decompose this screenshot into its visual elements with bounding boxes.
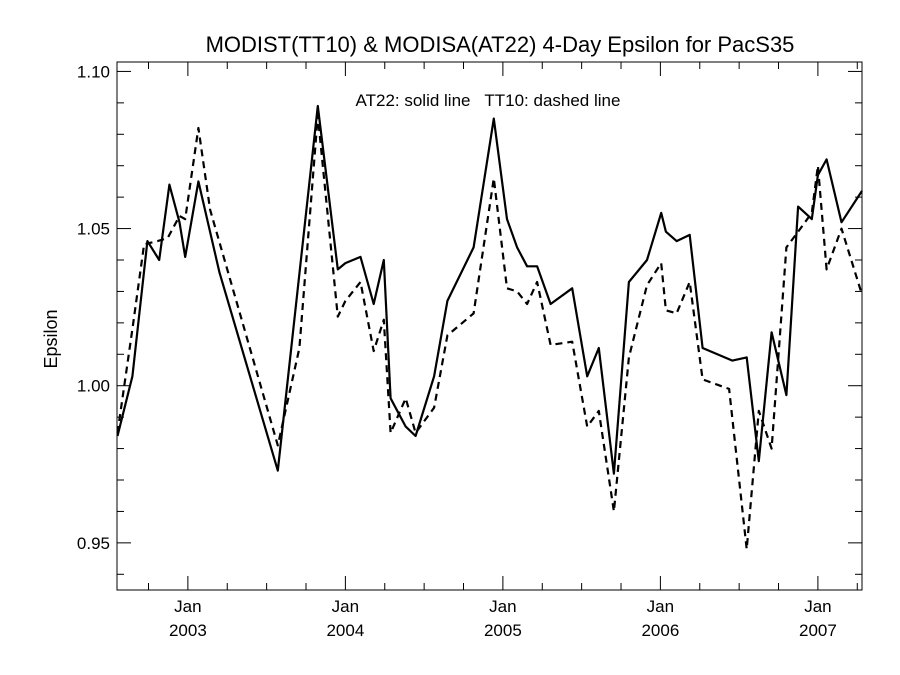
x-tick-month-label: Jan bbox=[174, 597, 201, 616]
series-line-dashed bbox=[116, 114, 864, 551]
y-tick-label: 1.00 bbox=[77, 377, 110, 396]
chart-title: MODIST(TT10) & MODISA(AT22) 4-Day Epsilo… bbox=[206, 32, 795, 57]
minor-ticks bbox=[117, 102, 862, 575]
legend-note: AT22: solid line TT10: dashed line bbox=[356, 91, 621, 110]
x-tick-month-label: Jan bbox=[804, 597, 831, 616]
y-tick-label: 1.05 bbox=[77, 220, 110, 239]
y-axis-label: Epsilon bbox=[41, 309, 61, 368]
y-axis: 0.95 1.00 1.05 1.10 bbox=[77, 62, 862, 553]
x-tick-month-label: Jan bbox=[332, 597, 359, 616]
x-tick-year-label: 2004 bbox=[326, 621, 364, 640]
x-tick-year-label: 2003 bbox=[169, 621, 207, 640]
x-tick-month-label: Jan bbox=[647, 597, 674, 616]
x-tick-year-label: 2007 bbox=[799, 621, 837, 640]
plot-frame bbox=[116, 61, 863, 591]
series-line-solid bbox=[116, 104, 863, 475]
y-tick-label: 0.95 bbox=[77, 534, 110, 553]
series-layer bbox=[116, 104, 864, 551]
x-tick-year-label: 2006 bbox=[641, 621, 679, 640]
x-tick-year-label: 2005 bbox=[484, 621, 522, 640]
y-tick-label: 1.10 bbox=[77, 62, 110, 81]
x-tick-month-label: Jan bbox=[489, 597, 516, 616]
x-axis: Jan 2003 Jan 2004 Jan 2005 Jan 2006 Jan 2007 bbox=[148, 62, 858, 640]
